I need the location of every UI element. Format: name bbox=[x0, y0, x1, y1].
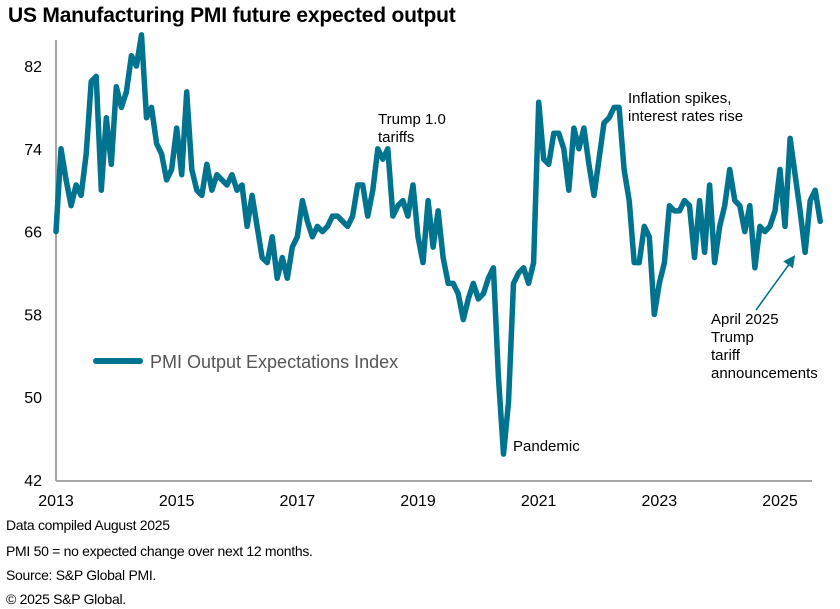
annotation-text: tariffs bbox=[378, 129, 414, 146]
y-tick-label: 66 bbox=[24, 225, 42, 242]
y-tick-label: 50 bbox=[24, 390, 42, 407]
annotation-text: announcements bbox=[711, 365, 818, 382]
legend-label: PMI Output Expectations Index bbox=[150, 352, 398, 372]
x-tick-label: 2023 bbox=[642, 493, 678, 510]
annotation-text: tariff bbox=[711, 347, 741, 364]
annotation-text: Trump 1.0 bbox=[378, 111, 446, 128]
y-axis-ticks: 42 50 58 66 74 82 bbox=[24, 59, 42, 490]
annotation-arrow-line bbox=[755, 259, 793, 311]
annotation: Inflation spikes,interest rates rise bbox=[628, 90, 743, 125]
annotation-text: April 2025 bbox=[711, 311, 779, 328]
legend: PMI Output Expectations Index bbox=[93, 352, 398, 372]
x-tick-label: 2021 bbox=[521, 493, 557, 510]
y-tick-label: 74 bbox=[24, 142, 42, 159]
footer-source: Source: S&P Global PMI. bbox=[6, 567, 157, 583]
annotation: Pandemic bbox=[513, 438, 580, 455]
y-tick-label: 58 bbox=[24, 307, 42, 324]
series-layer bbox=[53, 32, 823, 457]
x-tick-label: 2015 bbox=[159, 493, 195, 510]
x-tick-label: 2025 bbox=[762, 493, 798, 510]
x-tick-label: 2017 bbox=[280, 493, 316, 510]
annotation-text: Inflation spikes, bbox=[628, 90, 731, 107]
annotation-text: Trump bbox=[711, 329, 754, 346]
chart-title: US Manufacturing PMI future expected out… bbox=[8, 4, 456, 27]
y-tick-label: 82 bbox=[24, 59, 42, 76]
annotation-arrowhead bbox=[783, 255, 796, 269]
x-tick-label: 2019 bbox=[400, 493, 436, 510]
footer-data-compiled: Data compiled August 2025 bbox=[6, 517, 170, 533]
x-tick-label: 2013 bbox=[38, 493, 74, 510]
annotation-text: interest rates rise bbox=[628, 108, 743, 125]
y-tick-label: 42 bbox=[24, 473, 42, 490]
footer-copyright: © 2025 S&P Global. bbox=[6, 591, 126, 607]
annotation-text: Pandemic bbox=[513, 438, 580, 455]
axes bbox=[55, 40, 812, 482]
footer-pmi-note: PMI 50 = no expected change over next 12… bbox=[6, 543, 313, 559]
x-axis-ticks: 2013 2015 2017 2019 2021 2023 2025 bbox=[38, 493, 798, 510]
